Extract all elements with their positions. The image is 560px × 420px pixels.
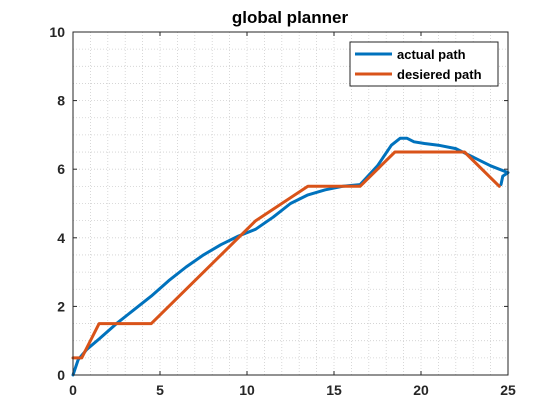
y-tick-label: 2: [57, 298, 65, 314]
ticks: 0 5 10 15 20 25 0 2 4 6 8 10: [49, 24, 516, 398]
series-layer: [71, 136, 510, 377]
axes-box: [72, 31, 509, 376]
series-line-actual-path: [71, 136, 510, 377]
x-tick-label: 0: [69, 382, 77, 398]
legend-label-desiered-path: desiered path: [397, 67, 482, 82]
y-tick-label: 6: [57, 161, 65, 177]
chart-title: global planner: [232, 8, 349, 27]
x-tick-label: 20: [413, 382, 429, 398]
y-tick-label: 10: [49, 24, 65, 40]
x-tick-label: 10: [239, 382, 255, 398]
y-tick-label: 0: [57, 367, 65, 383]
x-tick-label: 5: [156, 382, 164, 398]
legend-label-actual-path: actual path: [397, 47, 466, 62]
y-tick-label: 4: [57, 230, 65, 246]
legend: actual path desiered path: [349, 41, 499, 87]
y-tick-label: 8: [57, 93, 65, 109]
x-tick-label: 15: [326, 382, 342, 398]
x-tick-label: 25: [500, 382, 516, 398]
series-line-desiered-path: [71, 150, 501, 360]
legend-box: [349, 41, 499, 87]
